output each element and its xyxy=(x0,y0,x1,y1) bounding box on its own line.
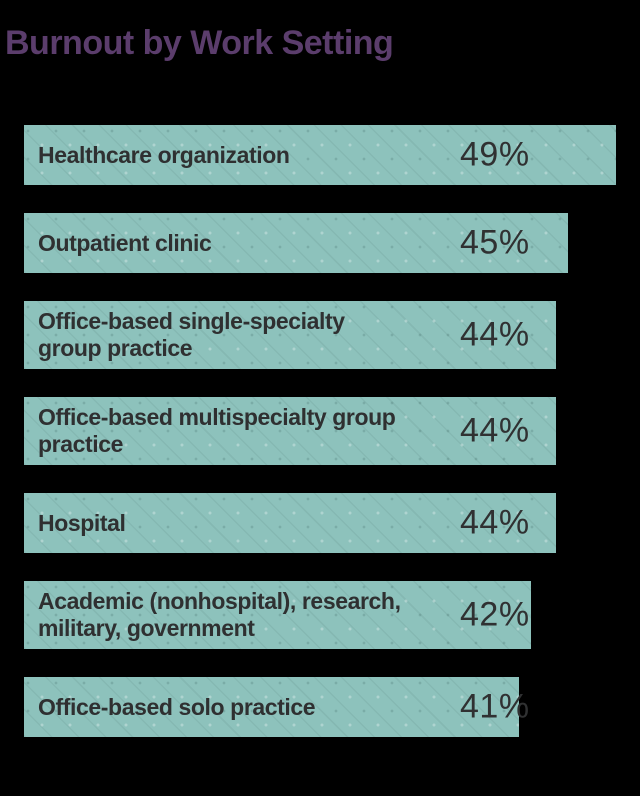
bar-value-label: 44% xyxy=(460,503,530,542)
bar-row: Hospital 44% xyxy=(24,493,556,553)
bar-label: Outpatient clinic xyxy=(38,229,212,256)
bar-label: Office-based single-specialty group prac… xyxy=(38,308,345,361)
bar-value-label: 41% xyxy=(460,687,530,726)
bar-label: Hospital xyxy=(38,509,126,536)
bar-label: Healthcare organization xyxy=(38,141,290,168)
bar-row: Office-based solo practice 41% xyxy=(24,677,529,737)
bar-value-label: 44% xyxy=(460,411,530,450)
bar-row: Office-based single-specialty group prac… xyxy=(24,301,556,369)
bar-label: Office-based multispecialty group practi… xyxy=(38,404,396,457)
bar-value-label: 45% xyxy=(460,223,530,262)
bar-label: Office-based solo practice xyxy=(38,693,316,720)
burnout-bar-chart: Healthcare organization 49% Outpatient c… xyxy=(24,125,616,765)
page-title: Burnout by Work Setting xyxy=(5,24,394,62)
bar-value-label: 49% xyxy=(460,135,530,174)
bar-label: Academic (nonhospital), research, milita… xyxy=(38,588,401,641)
bar-value-label: 44% xyxy=(460,315,530,354)
bar-row: Healthcare organization 49% xyxy=(24,125,616,185)
bar-row: Outpatient clinic 45% xyxy=(24,213,568,273)
bar-row: Academic (nonhospital), research, milita… xyxy=(24,581,531,649)
bar-row: Office-based multispecialty group practi… xyxy=(24,397,556,465)
bar-value-label: 42% xyxy=(460,595,530,634)
